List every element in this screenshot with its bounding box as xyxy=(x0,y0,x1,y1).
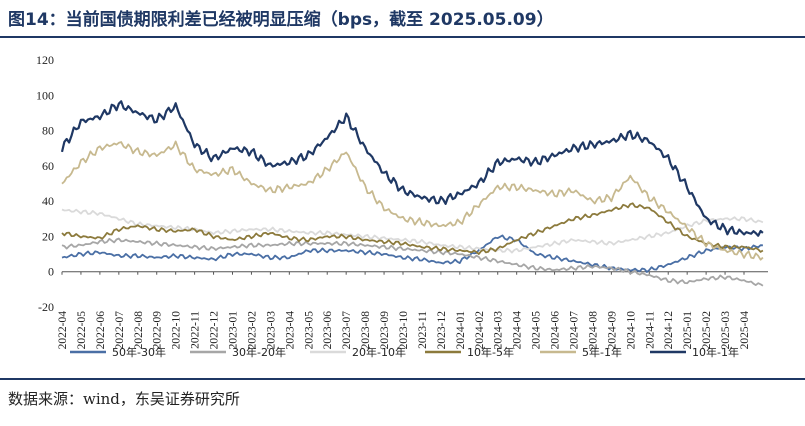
legend: 50年-30年 30年-20年 20年-10年 10年-5年 5年-1年 10年-1年 xyxy=(70,345,739,359)
x-tick-label: 2022-11 xyxy=(190,311,202,349)
y-tick-label: 20 xyxy=(42,229,54,243)
x-tick-label: 2024-02 xyxy=(474,311,486,350)
x-tick-label: 2022-09 xyxy=(152,311,164,350)
x-tick-label: 2023-11 xyxy=(417,311,429,349)
x-tick-label: 2024-08 xyxy=(587,311,599,350)
x-tick-label: 2023-03 xyxy=(265,311,277,350)
x-tick-label: 2023-10 xyxy=(398,311,410,350)
x-tick-label: 2024-05 xyxy=(531,311,543,350)
line-chart: -20 0 20 40 60 80 100 120 2022-04 2022-05 2022-06… xyxy=(36,53,768,359)
y-tick-label: 120 xyxy=(36,53,54,67)
y-axis: -20 0 20 40 60 80 100 120 xyxy=(36,53,54,314)
series-line xyxy=(61,208,764,254)
x-tick-label: 2022-06 xyxy=(95,311,107,350)
x-tick-label: 2024-09 xyxy=(606,311,618,350)
x-tick-label: 2022-05 xyxy=(76,311,88,350)
x-axis: 2022-04 2022-05 2022-06 2022-07 2022-08 2022-… xyxy=(57,271,768,350)
x-tick-label: 2022-12 xyxy=(209,311,221,350)
y-tick-label: 100 xyxy=(36,88,54,102)
legend-label: 10年-1年 xyxy=(692,345,739,359)
x-tick-label: 2022-10 xyxy=(171,311,183,350)
x-tick-label: 2024-01 xyxy=(455,311,467,350)
legend-label: 5年-1年 xyxy=(582,345,622,359)
y-tick-label: 60 xyxy=(42,159,54,173)
x-tick-label: 2022-08 xyxy=(133,311,145,350)
x-tick-label: 2023-05 xyxy=(303,311,315,350)
x-tick-label: 2024-06 xyxy=(550,311,562,350)
x-tick-label: 2024-11 xyxy=(644,311,656,349)
x-tick-label: 2024-04 xyxy=(512,311,524,350)
x-tick-label: 2023-07 xyxy=(341,311,353,350)
y-tick-label: 0 xyxy=(48,265,54,279)
x-tick-label: 2023-09 xyxy=(379,311,391,350)
x-tick-label: 2024-03 xyxy=(493,311,505,350)
legend-label: 50年-30年 xyxy=(112,345,166,359)
title-rule xyxy=(0,36,805,38)
x-tick-label: 2024-10 xyxy=(625,311,637,350)
x-tick-label: 2023-04 xyxy=(284,311,296,350)
chart-title: 图14：当前国债期限利差已经被明显压缩（bps，截至 2025.05.09） xyxy=(8,10,554,30)
x-tick-label: 2025-03 xyxy=(720,311,732,350)
series-line xyxy=(60,100,764,237)
legend-label: 20年-10年 xyxy=(352,345,406,359)
source-rule xyxy=(0,378,805,380)
x-tick-label: 2023-12 xyxy=(436,311,448,350)
x-tick-label: 2024-12 xyxy=(663,311,675,350)
series-line xyxy=(61,202,764,255)
x-tick-label: 2023-01 xyxy=(228,311,240,350)
y-tick-label: -20 xyxy=(38,300,54,314)
y-tick-label: 40 xyxy=(42,194,54,208)
x-tick-label: 2022-07 xyxy=(114,311,126,350)
x-tick-label: 2023-06 xyxy=(322,311,334,350)
x-tick-label: 2025-04 xyxy=(739,311,751,350)
series-lines xyxy=(60,100,764,287)
x-tick-label: 2022-04 xyxy=(57,311,69,350)
x-tick-label: 2025-02 xyxy=(701,311,713,350)
series-line xyxy=(61,140,764,261)
x-tick-label: 2024-07 xyxy=(569,311,581,350)
source-note: 数据来源：wind，东吴证券研究所 xyxy=(8,390,240,408)
legend-label: 10年-5年 xyxy=(467,345,514,359)
x-tick-label: 2023-02 xyxy=(246,311,258,350)
y-tick-label: 80 xyxy=(42,124,54,138)
x-tick-label: 2025-01 xyxy=(682,311,694,350)
series-line xyxy=(61,237,764,287)
legend-label: 30年-20年 xyxy=(232,345,286,359)
x-tick-label: 2023-08 xyxy=(360,311,372,350)
series-line xyxy=(61,234,763,273)
